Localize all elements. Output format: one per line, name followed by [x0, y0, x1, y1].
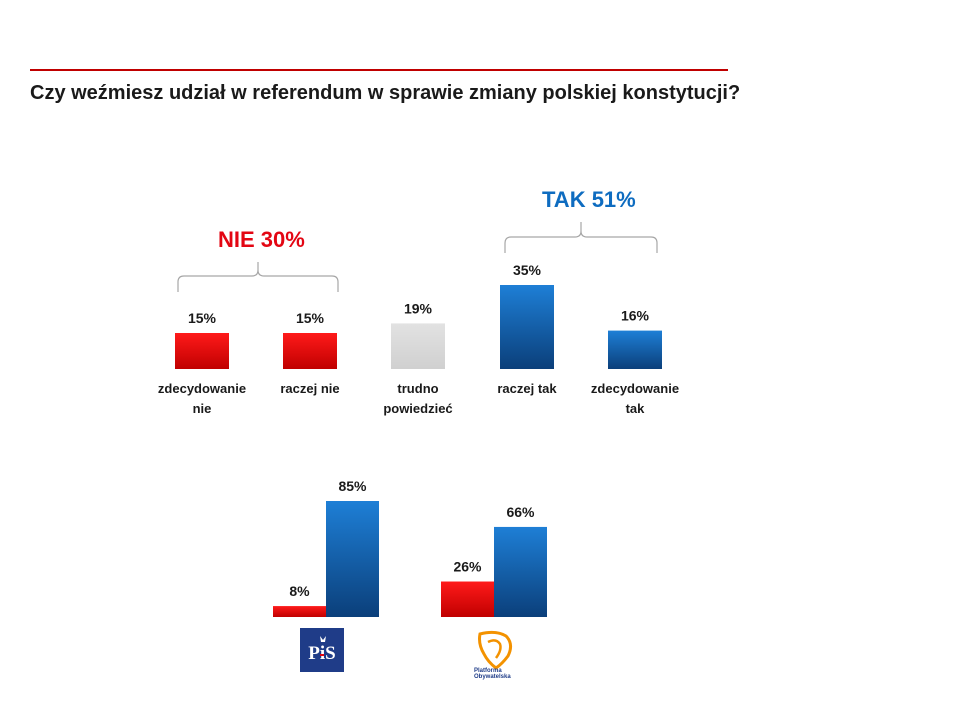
svg-text:PiS: PiS: [308, 643, 335, 664]
bar-0: [175, 333, 229, 369]
bar-4: [608, 330, 662, 369]
party-bar-chart: 8% 26% 85% 66%: [273, 478, 547, 617]
party-bar-value-label-1-0: 26%: [453, 559, 482, 575]
bar-value-label-4: 16%: [621, 308, 650, 324]
category-label-4-1: tak: [626, 401, 646, 416]
category-label-1-0: raczej nie: [280, 381, 339, 396]
bar-1: [283, 333, 337, 369]
party-bar-value-label-0-1: 85%: [338, 478, 367, 494]
category-label-0-0: zdecydowanie: [158, 381, 246, 396]
nie-group-label: NIE 30%: [218, 227, 305, 252]
party-bar-1-1: [494, 526, 547, 617]
po-logo-line1: Platforma: [474, 668, 502, 674]
party-bar-0-1: [326, 501, 379, 617]
category-label-4-0: zdecydowanie: [591, 381, 679, 396]
bar-value-label-2: 19%: [404, 300, 433, 316]
category-label-2-1: powiedzieć: [383, 401, 452, 416]
title-rule: [30, 69, 728, 71]
pis-logo: PiS: [300, 628, 344, 672]
bar-value-label-3: 35%: [513, 262, 542, 278]
bar-3: [500, 285, 554, 369]
opinion-bar-chart: 15% zdecydowanie nie 15% raczej nie 19% trudno…: [158, 262, 679, 416]
party-bar-value-label-0-0: 8%: [289, 583, 310, 599]
tak-group-label: TAK 51%: [542, 187, 636, 212]
po-logo: Platforma Obywatelska: [470, 628, 522, 680]
bar-2: [391, 323, 445, 369]
nie-brace: [177, 262, 339, 292]
bar-value-label-0: 15%: [188, 310, 217, 326]
party-bar-value-label-1-1: 66%: [506, 504, 535, 520]
po-logo-line2: Obywatelska: [474, 674, 511, 680]
party-bar-0-0: [273, 606, 326, 617]
category-label-2-0: trudno: [397, 381, 438, 396]
bar-value-label-1: 15%: [296, 310, 325, 326]
tak-brace: [504, 222, 658, 253]
chart-title: Czy weźmiesz udział w referendum w spraw…: [30, 82, 741, 104]
category-label-3-0: raczej tak: [497, 381, 557, 396]
category-label-0-1: nie: [193, 401, 212, 416]
party-bar-1-0: [441, 581, 494, 617]
